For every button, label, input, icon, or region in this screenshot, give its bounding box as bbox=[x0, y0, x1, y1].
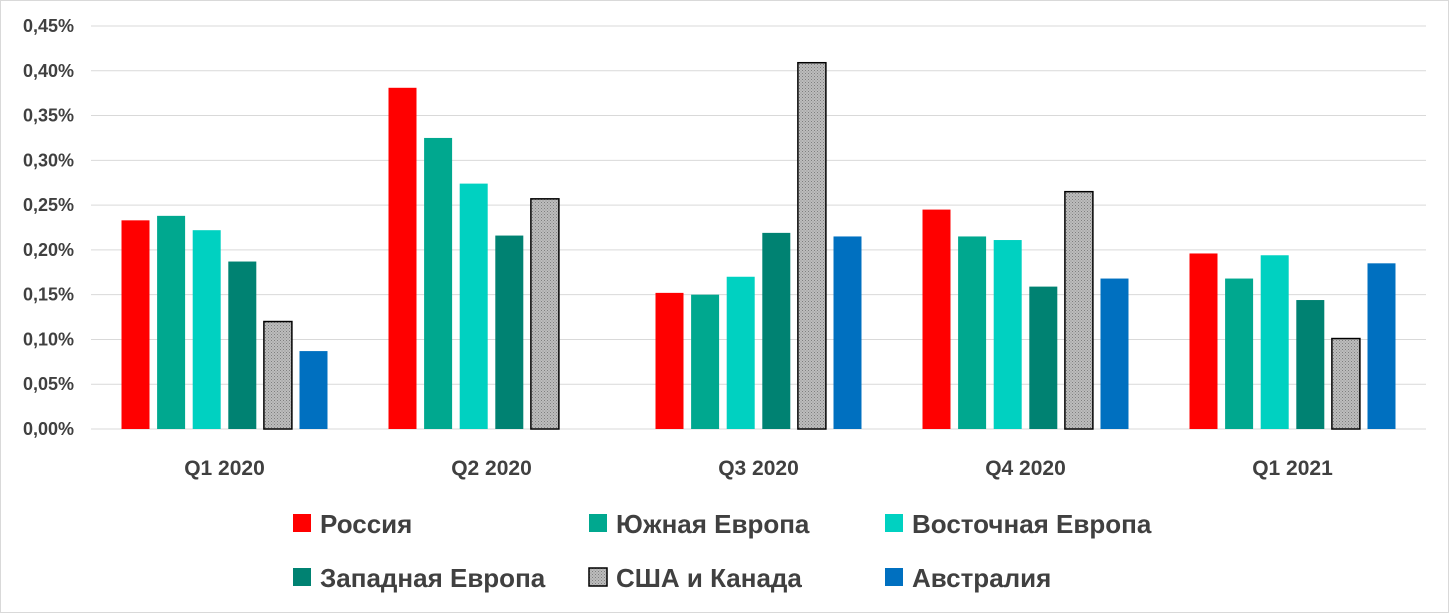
legend-swatch bbox=[293, 514, 311, 532]
x-tick-label: Q4 2020 bbox=[985, 457, 1066, 480]
bar bbox=[1029, 286, 1058, 429]
bar bbox=[1260, 255, 1289, 429]
bar bbox=[1064, 190, 1094, 430]
x-tick-label: Q1 2021 bbox=[1252, 457, 1333, 480]
bar bbox=[495, 235, 524, 429]
bar bbox=[1189, 253, 1218, 429]
bar bbox=[1100, 278, 1129, 429]
bar bbox=[424, 137, 453, 429]
bar bbox=[1296, 300, 1325, 429]
y-tick-label: 0,05% bbox=[23, 374, 74, 394]
bar bbox=[459, 183, 488, 429]
x-tick-label: Q1 2020 bbox=[184, 457, 265, 480]
bar bbox=[192, 230, 221, 429]
y-tick-label: 0,45% bbox=[23, 16, 74, 36]
y-tick-label: 0,20% bbox=[23, 240, 74, 260]
bar bbox=[388, 87, 417, 429]
x-axis-ticks: Q1 2020 Q2 2020 Q3 2020 Q4 2020 Q1 2021 bbox=[184, 457, 1333, 480]
y-tick-label: 0,15% bbox=[23, 285, 74, 305]
bar bbox=[121, 220, 150, 429]
y-tick-label: 0,25% bbox=[23, 195, 74, 215]
bar bbox=[958, 236, 987, 429]
bar bbox=[1331, 337, 1361, 430]
legend-label: Россия bbox=[320, 509, 412, 539]
bar bbox=[993, 240, 1022, 429]
legend-label: Восточная Европа bbox=[912, 509, 1152, 539]
legend-swatch bbox=[885, 568, 903, 586]
y-axis-ticks: 0,00% 0,05% 0,10% 0,15% 0,20% 0,25% 0,30% 0,35%… bbox=[23, 16, 74, 439]
bar bbox=[833, 236, 862, 429]
x-tick-label: Q2 2020 bbox=[451, 457, 532, 480]
bar bbox=[1225, 278, 1254, 429]
y-tick-label: 0,35% bbox=[23, 106, 74, 126]
legend-swatch bbox=[293, 568, 311, 586]
bars bbox=[121, 61, 1396, 430]
bar bbox=[157, 215, 186, 429]
bar bbox=[1367, 263, 1396, 429]
bar bbox=[530, 198, 560, 430]
legend-label: Южная Европа bbox=[616, 509, 810, 539]
legend: Россия Южная Европа Восточная Европа Западн… bbox=[293, 509, 1152, 593]
bar bbox=[228, 261, 257, 429]
bar bbox=[762, 232, 791, 429]
bar bbox=[922, 209, 951, 429]
legend-swatch bbox=[589, 514, 607, 532]
legend-label: Австралия bbox=[912, 563, 1051, 593]
bar bbox=[691, 294, 720, 429]
y-tick-label: 0,00% bbox=[23, 419, 74, 439]
y-tick-label: 0,30% bbox=[23, 150, 74, 170]
bar bbox=[797, 61, 827, 430]
legend-label: США и Канада bbox=[616, 563, 802, 593]
y-tick-label: 0,10% bbox=[23, 329, 74, 349]
y-tick-label: 0,40% bbox=[23, 61, 74, 81]
bar bbox=[655, 292, 684, 429]
bar bbox=[263, 320, 293, 430]
legend-label: Западная Европа bbox=[320, 563, 546, 593]
legend-swatch bbox=[588, 567, 608, 587]
bar bbox=[726, 276, 755, 429]
legend-swatch bbox=[885, 514, 903, 532]
x-tick-label: Q3 2020 bbox=[718, 457, 799, 480]
bar bbox=[299, 351, 328, 429]
